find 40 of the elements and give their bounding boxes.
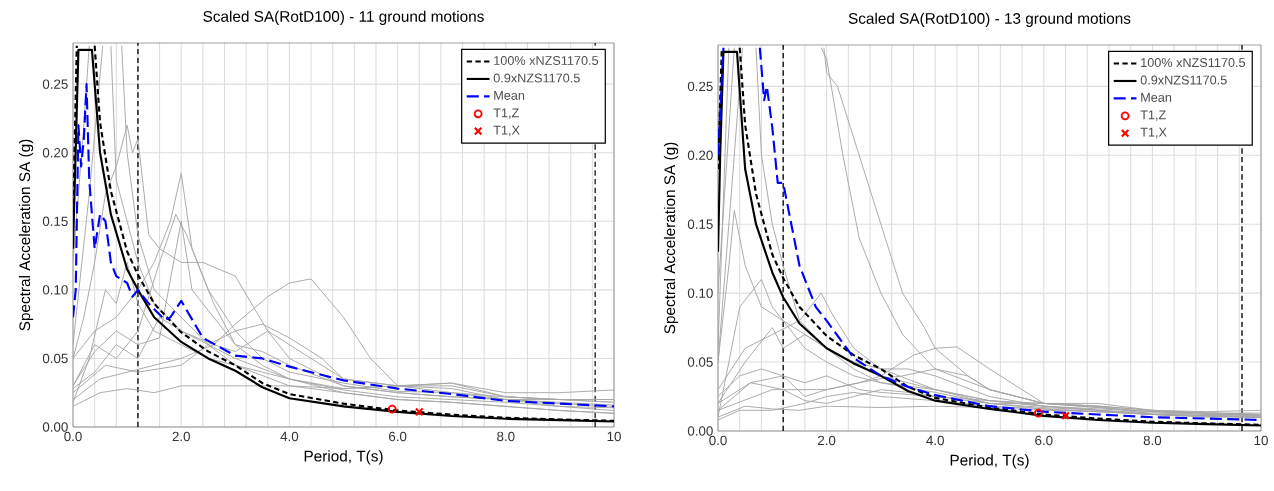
x-tick-label: 6.0 [1035, 435, 1053, 446]
x-axis-title: Period, T(s) [304, 450, 383, 465]
chart-title: Scaled SA(RotD100) - 11 ground motions [203, 10, 484, 25]
x-tick-label: 6.0 [389, 431, 407, 442]
x-tick-label: 10 [607, 431, 621, 442]
legend-label: 0.9xNZS1170.5 [1140, 75, 1227, 85]
y-axis-title: Spectral Acceleration SA (g) [18, 139, 34, 331]
y-tick-label: 0.10 [42, 285, 68, 295]
legend-label: T1,X [1140, 127, 1167, 139]
legend-label: Mean [1141, 93, 1172, 102]
legend-label: 100% xNZS1170.5 [494, 56, 599, 65]
legend-label: T1,Z [1140, 110, 1166, 121]
legend-label: 0.9xNZS1170.5 [493, 73, 580, 83]
y-axis-title: Spectral Acceleration SA (g) [663, 142, 679, 334]
y-tick-label: 0.20 [687, 150, 713, 160]
y-tick-label: 0.00 [42, 422, 68, 432]
y-tick-label: 0.05 [42, 353, 68, 364]
y-tick-label: 0.15 [42, 216, 68, 226]
y-tick-label: 0.25 [687, 81, 713, 92]
chart-title: Scaled SA(RotD100) - 13 ground motions [848, 12, 1131, 27]
x-tick-label: 0.0 [64, 431, 82, 442]
x-tick-label: 2.0 [172, 431, 190, 442]
legend-label: Mean [494, 91, 525, 100]
x-tick-label: 4.0 [280, 431, 299, 442]
legend-label: T1,Z [493, 108, 519, 119]
y-tick-label: 0.15 [687, 219, 713, 229]
legend-label: T1,X [493, 125, 520, 137]
x-tick-label: 0.0 [709, 435, 727, 446]
x-tick-label: 4.0 [926, 435, 944, 446]
y-tick-label: 0.00 [687, 426, 713, 436]
x-tick-label: 10 [1254, 435, 1268, 446]
y-tick-label: 0.10 [687, 288, 713, 298]
y-tick-label: 0.20 [42, 147, 68, 158]
x-tick-label: 8.0 [497, 431, 515, 442]
legend-label: 100% xNZS1170.5 [1141, 58, 1246, 68]
y-tick-label: 0.25 [42, 79, 68, 89]
y-tick-label: 0.05 [687, 357, 713, 367]
x-tick-label: 2.0 [818, 435, 836, 446]
x-tick-label: 8.0 [1143, 435, 1162, 446]
x-axis-title: Period, T(s) [950, 454, 1029, 469]
